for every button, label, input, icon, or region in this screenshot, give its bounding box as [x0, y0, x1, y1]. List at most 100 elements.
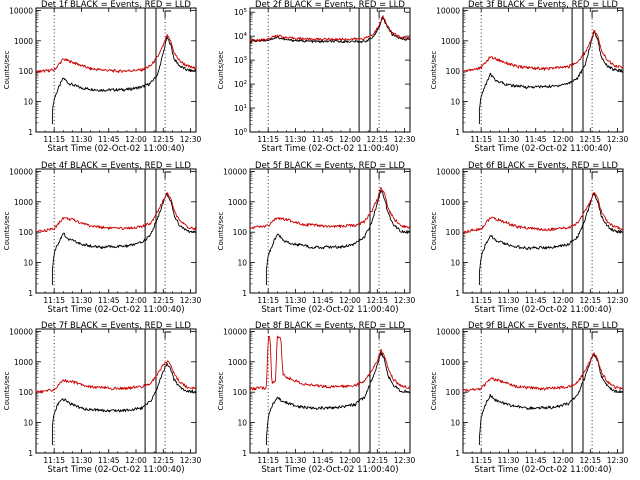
panel-det-5: Det 5f BLACK = Events, RED = LLD Counts/s…: [217, 161, 416, 315]
x-tick-label: 12:15: [579, 135, 601, 144]
interval-bracket: [378, 171, 386, 179]
y-tick-label: 1000: [14, 37, 33, 46]
plot-frame: [35, 168, 197, 294]
y-tick-label: 100: [19, 228, 34, 237]
x-tick-label: 12:30: [180, 456, 202, 465]
panel-title: Det 9f BLACK = Events, RED = LLD: [468, 321, 618, 331]
lld-series-line: [35, 192, 197, 233]
x-tick-label: 11:30: [285, 456, 307, 465]
y-tick-label: 10000: [223, 167, 247, 176]
lld-series-line: [462, 30, 624, 72]
interval-bracket: [378, 10, 386, 18]
y-tick-label: 1000: [441, 37, 460, 46]
x-tick-label: 11:15: [470, 456, 492, 465]
interval-bracket: [591, 331, 599, 339]
x-tick-label: 12:00: [339, 296, 361, 305]
y-tick-label: 10000: [9, 167, 33, 176]
x-tick-label: 12:30: [180, 135, 202, 144]
x-tick-label: 12:30: [180, 296, 202, 305]
x-tick-label: 11:45: [312, 456, 334, 465]
panel-title: Det 3f BLACK = Events, RED = LLD: [468, 0, 618, 10]
plot-frame: [462, 168, 624, 294]
y-tick-label: 10000: [9, 327, 33, 336]
panel-det-4: Det 4f BLACK = Events, RED = LLD Counts/s…: [3, 161, 202, 315]
panel-det-9: Det 9f BLACK = Events, RED = LLD Counts/s…: [430, 321, 629, 475]
x-axis-label: Start Time (02-Oct-02 11:00:40): [474, 465, 611, 475]
x-tick-label: 12:15: [366, 296, 388, 305]
x-tick-label: 11:30: [498, 456, 520, 465]
x-tick-label: 11:30: [498, 296, 520, 305]
events-series-line: [478, 31, 623, 124]
lld-series-line: [249, 187, 411, 230]
x-tick-label: 11:45: [312, 135, 334, 144]
y-tick-label: 10: [450, 259, 460, 268]
x-tick-label: 11:15: [470, 296, 492, 305]
interval-bracket: [378, 331, 386, 339]
y-tick-label: 1000: [441, 198, 460, 207]
y-tick-label: 10: [450, 98, 460, 107]
x-tick-label: 12:15: [579, 296, 601, 305]
x-axis-label: Start Time (02-Oct-02 11:00:40): [261, 144, 398, 154]
y-tick-label: 10000: [436, 167, 460, 176]
y-tick-label: 1: [28, 128, 33, 137]
x-tick-label: 11:15: [43, 456, 65, 465]
events-series-line: [478, 192, 623, 285]
lld-series-line: [249, 15, 410, 42]
plot-frame: [249, 7, 411, 133]
panel-title: Det 2f BLACK = Events, RED = LLD: [255, 0, 405, 10]
x-tick-label: 11:30: [71, 456, 93, 465]
y-tick-label: 104: [234, 32, 248, 41]
x-tick-label: 11:15: [43, 296, 65, 305]
x-tick-label: 12:15: [152, 456, 174, 465]
x-tick-label: 12:15: [366, 135, 388, 144]
panel-title: Det 6f BLACK = Events, RED = LLD: [468, 161, 618, 171]
y-tick-label: 101: [234, 104, 247, 113]
x-tick-label: 11:30: [71, 296, 93, 305]
x-tick-label: 11:15: [257, 296, 279, 305]
lld-series-line: [35, 360, 197, 394]
plot-frame: [462, 328, 624, 454]
y-tick-label: 1: [455, 449, 460, 458]
panel-title: Det 5f BLACK = Events, RED = LLD: [255, 161, 405, 171]
x-tick-label: 12:30: [394, 135, 416, 144]
y-tick-label: 10000: [9, 6, 33, 15]
y-tick-label: 102: [234, 80, 247, 89]
y-tick-label: 1000: [228, 198, 247, 207]
y-tick-label: 1: [242, 289, 247, 298]
y-axis-label: Counts/sec: [430, 51, 438, 90]
panel-det-1: Det 1f BLACK = Events, RED = LLD Counts/s…: [3, 0, 202, 154]
x-tick-label: 12:30: [394, 456, 416, 465]
y-axis-label: Counts/sec: [217, 372, 225, 411]
x-tick-label: 12:00: [552, 456, 574, 465]
x-axis-label: Start Time (02-Oct-02 11:00:40): [261, 465, 398, 475]
interval-bracket: [164, 10, 172, 18]
x-tick-label: 11:45: [525, 135, 547, 144]
plot-frame: [249, 328, 411, 454]
y-tick-label: 1: [28, 449, 33, 458]
panel-det-3: Det 3f BLACK = Events, RED = LLD Counts/s…: [430, 0, 629, 154]
y-tick-label: 100: [446, 228, 461, 237]
lld-series-line: [462, 352, 624, 393]
y-tick-label: 100: [19, 388, 34, 397]
x-tick-label: 11:45: [98, 296, 120, 305]
y-axis-label: Counts/sec: [430, 372, 438, 411]
y-tick-label: 10: [237, 419, 247, 428]
x-tick-label: 12:00: [552, 296, 574, 305]
y-tick-label: 103: [234, 56, 248, 65]
x-tick-label: 11:45: [98, 456, 120, 465]
x-axis-label: Start Time (02-Oct-02 11:00:40): [47, 465, 184, 475]
plot-frame: [35, 7, 197, 133]
plot-frame: [249, 168, 411, 294]
x-tick-label: 12:15: [579, 456, 601, 465]
y-tick-label: 1000: [228, 358, 247, 367]
y-tick-label: 100: [19, 67, 34, 76]
x-tick-label: 11:30: [71, 135, 93, 144]
panel-title: Det 7f BLACK = Events, RED = LLD: [41, 321, 191, 331]
y-tick-label: 1000: [14, 358, 33, 367]
interval-bracket: [164, 171, 172, 179]
y-tick-label: 10: [237, 259, 247, 268]
events-series-line: [51, 192, 196, 285]
y-axis-label: Counts/sec: [3, 51, 11, 90]
